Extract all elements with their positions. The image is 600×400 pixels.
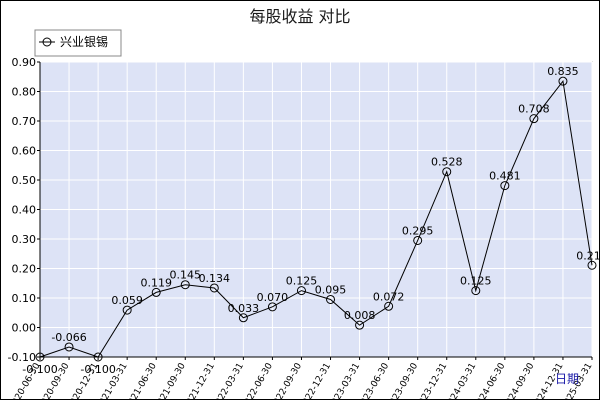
series-line [35,76,597,362]
data-label: 0.125 [286,275,318,288]
y-tick-label: 0.60 [12,145,37,158]
data-point-marker [296,286,306,296]
y-tick-label: 0.10 [12,292,37,305]
x-axis-title: 日期 [555,372,579,386]
data-point-marker [151,287,161,297]
data-label: 0.070 [257,291,289,304]
data-point-marker [93,352,103,362]
y-axis: -0.10 0.00 0.10 0.20 0.30 0.40 0.50 0.60 0.70 0.8… [8,56,41,364]
data-label: 0.295 [402,224,434,237]
data-point-marker [180,280,190,290]
data-label: 0.134 [199,272,231,285]
data-label: 0.119 [140,276,172,289]
y-tick-label: 0.20 [12,263,37,276]
data-point-marker [587,260,597,270]
data-label: 0.835 [547,65,579,78]
y-tick-label: 0.70 [12,115,37,128]
data-label: 0.033 [228,302,260,315]
data-label: 0.528 [431,156,463,169]
data-point-marker [384,301,394,311]
y-tick-label: 0.30 [12,233,37,246]
data-point-marker [355,320,365,330]
data-point-marker [64,342,74,352]
legend: 兴业银锡 [34,29,122,57]
data-point-marker [35,352,45,362]
y-tick-label: 0.80 [12,86,37,99]
series-polyline [39,79,593,358]
data-point-marker [238,313,248,323]
data-label: 0.008 [344,309,376,322]
data-label: 0.708 [518,103,550,116]
data-label: 0.145 [170,269,202,282]
data-point-marker [558,76,568,86]
data-label: -0.100 [22,363,57,376]
data-label: 0.211 [576,249,600,262]
y-tick-label: 0.00 [12,322,37,335]
data-label: 0.125 [460,275,492,288]
data-label: -0.066 [51,331,86,344]
legend-marker-icon [42,37,52,47]
data-point-marker [122,305,132,315]
data-point-marker [500,181,510,191]
data-label: 0.481 [489,170,521,183]
legend-label: 兴业银锡 [60,34,108,49]
data-point-marker [326,294,336,304]
chart-title: 每股收益 对比 [249,7,350,26]
gridlines [39,61,593,358]
y-tick-label: 0.90 [12,56,37,69]
data-label: 0.059 [111,294,143,307]
y-tick-label: 0.50 [12,174,37,187]
y-tick-label: 0.40 [12,204,37,217]
data-point-marker [471,286,481,296]
data-point-marker [267,302,277,312]
data-point-marker [529,114,539,124]
data-point-marker [209,283,219,293]
data-label: -0.100 [80,363,115,376]
data-label: 0.095 [315,283,347,296]
data-label: 0.072 [373,290,405,303]
legend-box [34,29,122,57]
y-tick-label: -0.10 [8,351,36,364]
data-point-marker [442,167,452,177]
data-point-marker [413,235,423,245]
